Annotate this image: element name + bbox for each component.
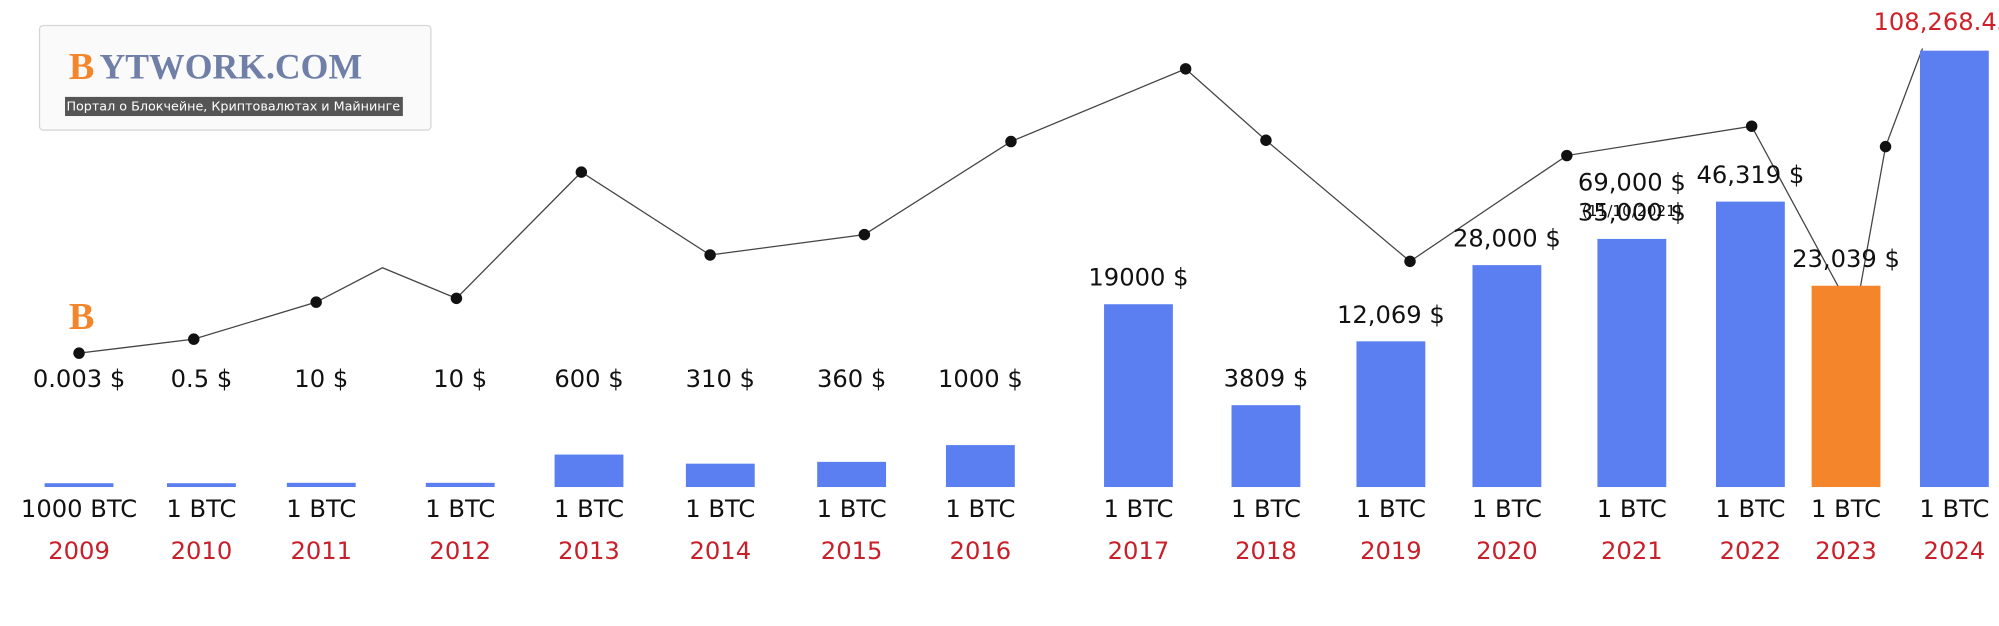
year-label: 2011 [290,537,352,565]
quantity-label: 1 BTC [1356,495,1426,523]
year-label: 2020 [1476,537,1538,565]
value-label: 46,319 $ [1696,161,1804,189]
dot [1260,134,1272,146]
logo-letter: B [69,46,95,88]
value-label: 108,268.45 $ [1873,8,1999,36]
bar [1919,50,1989,488]
dot [450,292,463,305]
dot [1561,149,1573,162]
dot [1879,140,1892,153]
dot [1745,120,1758,132]
quantity-label: 1 BTC [1811,495,1881,523]
value-label: 19000 $ [1088,264,1188,292]
logo-tagline-bg [65,96,403,117]
year-label: 2015 [821,537,883,565]
value-label: 35,000 $ [1578,198,1686,226]
bar [817,461,887,488]
quantity-label: 1 BTC [817,495,887,523]
value-label: 10 $ [294,365,348,393]
year-label: 2012 [429,537,491,565]
value-label: 10 $ [433,365,487,393]
bar [167,483,236,488]
quantity-label: 1 BTC [425,495,495,523]
year-label: 2023 [1815,537,1877,565]
quantity-label: 1 BTC [1919,495,1989,523]
value-label: 600 $ [554,365,623,393]
bitcoin-symbol: B [69,296,95,338]
dot [188,333,200,345]
value-label: 360 $ [817,365,886,393]
year-label: 2010 [171,537,233,565]
quantity-label: 1 BTC [1103,495,1173,523]
logo-title: YTWORK.COM [99,46,362,86]
bar [286,482,356,488]
quantity-label: 1 BTC [945,495,1015,523]
quantity-label: 1 BTC [1715,495,1785,523]
bar [425,482,495,488]
bar [685,463,755,488]
bar [1104,304,1173,488]
bar [1472,265,1542,488]
quantity-label: 1 BTC [1597,495,1667,523]
bitcoin-icon: B [69,296,95,338]
value-label: 12,069 $ [1337,301,1445,329]
dot [1179,63,1192,75]
quantity-label: 1 BTC [286,495,356,523]
year-label: 2019 [1360,537,1422,565]
dot [858,228,871,241]
dot [704,249,716,261]
value-label: 0.5 $ [171,365,233,393]
year-label: 2021 [1601,537,1663,565]
bar [1811,285,1881,488]
value-label: 0.003 $ [33,365,125,393]
dot [1404,255,1416,268]
year-label: 2013 [558,537,620,565]
year-label: 2014 [689,537,751,565]
year-label: 2018 [1235,537,1297,565]
value-label: 28,000 $ [1453,225,1561,253]
bar [1356,341,1426,488]
dot [1005,135,1017,148]
bar [1715,201,1785,488]
dot [73,347,85,359]
dot [310,296,322,308]
quantity-label: 1 BTC [166,495,236,523]
value-label: 1000 $ [938,365,1023,393]
year-label: 2016 [950,537,1012,565]
dot [575,166,588,178]
bar [945,445,1015,488]
logo: B YTWORK.COM Портал о Блокчейне, Криптов… [38,24,432,131]
quantity-label: 1 BTC [1231,495,1301,523]
year-label: 2009 [48,537,110,565]
bar [554,454,624,488]
year-label: 2017 [1108,537,1170,565]
bar [1597,238,1667,488]
quantity-label: 1000 BTC [21,495,137,523]
value-label: 23,039 $ [1792,245,1900,273]
logo-tagline: Портал о Блокчейне, Криптовалютах и Майн… [66,100,400,115]
quantity-label: 1 BTC [554,495,624,523]
value-label: 310 $ [686,365,755,393]
bar [1231,405,1301,488]
annotation-note: (11/10/2021) [1582,202,1682,220]
quantity-label: 1 BTC [685,495,755,523]
annotation: 69,000 $ [1578,169,1686,197]
year-label: 2024 [1924,537,1986,565]
bar [44,483,114,488]
quantity-label: 1 BTC [1472,495,1542,523]
value-label: 3809 $ [1224,365,1309,393]
year-label: 2022 [1720,537,1782,565]
